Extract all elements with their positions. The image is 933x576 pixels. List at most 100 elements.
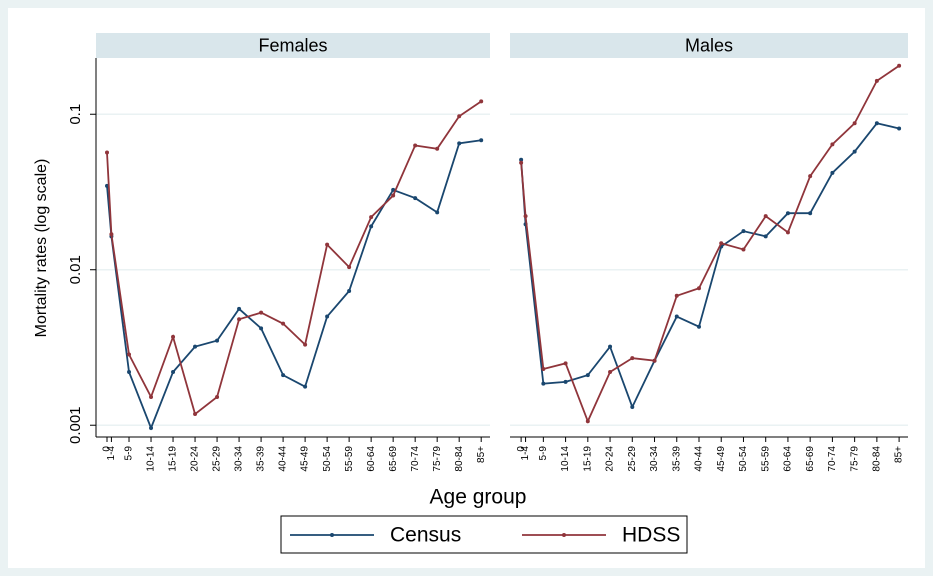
point	[435, 210, 440, 215]
point	[741, 247, 746, 252]
point	[719, 241, 724, 246]
point	[259, 326, 264, 331]
point	[149, 425, 154, 430]
point	[785, 211, 790, 216]
y-tick-label: 0.001	[67, 406, 84, 444]
point	[519, 160, 524, 165]
legend-label: HDSS	[622, 524, 680, 547]
point	[369, 224, 374, 229]
x-tick-label: 75-79	[849, 446, 860, 472]
point	[541, 366, 546, 371]
point	[149, 394, 154, 399]
point	[763, 234, 768, 239]
point	[303, 384, 308, 389]
point	[281, 373, 286, 378]
point	[105, 150, 110, 155]
point	[457, 141, 462, 146]
x-tick-label: 65-69	[388, 446, 399, 472]
point	[457, 114, 462, 119]
point	[435, 146, 440, 151]
point	[585, 419, 590, 424]
point	[479, 99, 484, 104]
x-tick-label: 85+	[476, 446, 487, 463]
point	[215, 338, 220, 343]
x-tick-label: 30-34	[649, 446, 660, 472]
panel-title: Males	[685, 35, 733, 55]
x-axis-title: Age group	[430, 486, 527, 509]
point	[127, 369, 132, 374]
x-tick-label: 40-44	[694, 446, 705, 472]
point	[897, 63, 902, 68]
point	[830, 170, 835, 175]
point	[519, 157, 524, 162]
point	[325, 242, 330, 247]
point	[652, 358, 657, 363]
point	[585, 373, 590, 378]
x-tick-label: 25-29	[212, 446, 223, 472]
point	[325, 314, 330, 319]
x-tick-label: 0	[516, 446, 527, 452]
x-tick-label: 20-24	[190, 446, 201, 472]
point	[608, 369, 613, 374]
point	[674, 314, 679, 319]
point	[630, 404, 635, 409]
point	[171, 369, 176, 374]
legend-marker	[330, 533, 334, 537]
point	[237, 317, 242, 322]
x-tick-label: 60-64	[783, 446, 794, 472]
point	[808, 211, 813, 216]
point	[303, 342, 308, 347]
point	[193, 412, 198, 417]
x-tick-label: 65-69	[805, 446, 816, 472]
x-tick-label: 80-84	[454, 446, 465, 472]
point	[193, 344, 198, 349]
x-tick-label: 75-79	[432, 446, 443, 472]
legend-label: Census	[390, 524, 461, 547]
plot-area	[510, 58, 908, 437]
point	[830, 142, 835, 147]
x-tick-label: 35-39	[256, 446, 267, 472]
x-tick-label: 1-4	[106, 446, 117, 461]
point	[674, 293, 679, 298]
x-tick-label: 50-54	[322, 446, 333, 472]
x-tick-label: 5-9	[538, 446, 549, 461]
y-axis-title: Mortality rates (log scale)	[33, 159, 50, 338]
x-tick-label: 55-59	[760, 446, 771, 472]
x-tick-label: 60-64	[366, 446, 377, 472]
point	[259, 310, 264, 315]
x-tick-label: 70-74	[827, 446, 838, 472]
point	[563, 379, 568, 384]
plot-area	[96, 58, 490, 437]
point	[808, 174, 813, 179]
point	[852, 149, 857, 154]
point	[541, 381, 546, 386]
point	[413, 196, 418, 201]
point	[608, 344, 613, 349]
point	[630, 356, 635, 361]
strip	[96, 33, 490, 58]
x-tick-label: 30-34	[234, 446, 245, 472]
point	[785, 230, 790, 235]
x-tick-label: 5-9	[124, 446, 135, 461]
x-tick-label: 15-19	[168, 446, 179, 472]
x-tick-label: 25-29	[627, 446, 638, 472]
point	[215, 394, 220, 399]
strip	[510, 33, 908, 58]
x-tick-label: 45-49	[300, 446, 311, 472]
point	[897, 126, 902, 131]
x-tick-label: 45-49	[716, 446, 727, 472]
point	[696, 324, 701, 329]
point	[391, 193, 396, 198]
x-tick-label: 10-14	[146, 446, 157, 472]
point	[237, 306, 242, 311]
point	[413, 143, 418, 148]
point	[369, 215, 374, 220]
point	[281, 321, 286, 326]
point	[127, 352, 132, 357]
y-tick-label: 0.01	[67, 255, 84, 284]
point	[874, 78, 879, 83]
point	[852, 121, 857, 126]
panel-title: Females	[258, 35, 327, 55]
point	[874, 121, 879, 126]
x-tick-label: 10-14	[560, 446, 571, 472]
